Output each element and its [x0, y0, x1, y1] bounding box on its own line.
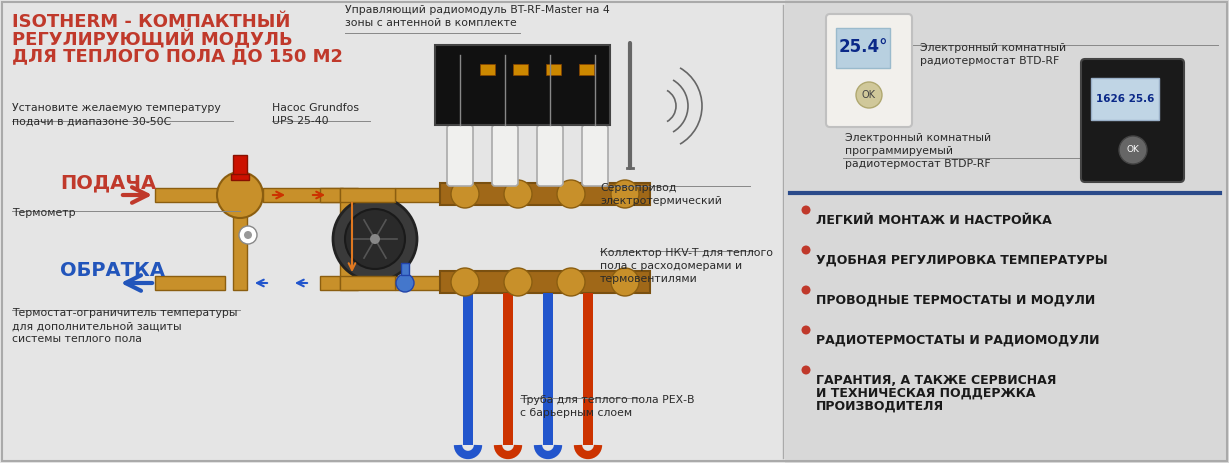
Bar [231, 174, 249, 180]
FancyBboxPatch shape [826, 14, 912, 127]
Text: OK: OK [862, 90, 876, 100]
Text: ГАРАНТИЯ, А ТАКЖЕ СЕРВИСНАЯ: ГАРАНТИЯ, А ТАКЖЕ СЕРВИСНАЯ [816, 374, 1057, 387]
FancyBboxPatch shape [1082, 59, 1184, 182]
Text: Сервопривод
электротермический: Сервопривод электротермический [600, 183, 721, 206]
Text: УДОБНАЯ РЕГУЛИРОВКА ТЕМПЕРАТУРЫ: УДОБНАЯ РЕГУЛИРОВКА ТЕМПЕРАТУРЫ [816, 254, 1107, 267]
Text: Термометр: Термометр [12, 208, 76, 218]
Text: РЕГУЛИРУЮЩИЙ МОДУЛЬ: РЕГУЛИРУЮЩИЙ МОДУЛЬ [12, 30, 293, 49]
Circle shape [557, 268, 585, 296]
Circle shape [396, 274, 414, 292]
Circle shape [611, 180, 639, 208]
Circle shape [801, 365, 810, 375]
Bar [340, 188, 358, 290]
Text: ДЛЯ ТЕПЛОГО ПОЛА ДО 150 М2: ДЛЯ ТЕПЛОГО ПОЛА ДО 150 М2 [12, 47, 343, 65]
Circle shape [611, 268, 639, 296]
Circle shape [370, 234, 380, 244]
Text: ПОДАЧА: ПОДАЧА [60, 174, 156, 193]
Text: Электронный комнатный
программируемый
радиотермостат BTDP-RF: Электронный комнатный программируемый ра… [846, 133, 991, 169]
Circle shape [218, 172, 263, 218]
Bar [320, 276, 340, 290]
Bar [836, 28, 890, 68]
Bar [1091, 78, 1159, 120]
Bar [579, 64, 594, 75]
Text: Труба для теплого пола РЕХ-В
с барьерным слоем: Труба для теплого пола РЕХ-В с барьерным… [520, 395, 694, 418]
Bar [320, 188, 340, 202]
Bar [463, 293, 473, 445]
Bar [401, 263, 409, 275]
Text: Коллектор НКV-Т для теплого
пола с расходомерами и
термовентилями: Коллектор НКV-Т для теплого пола с расхо… [600, 248, 773, 284]
Circle shape [801, 325, 810, 334]
FancyBboxPatch shape [492, 125, 517, 186]
Bar [340, 188, 395, 202]
Circle shape [238, 226, 257, 244]
Bar [340, 276, 395, 290]
Circle shape [504, 180, 532, 208]
Bar [503, 293, 512, 445]
Text: Управляющий радиомодуль BT-RF-Master на 4
зоны с антенной в комплекте: Управляющий радиомодуль BT-RF-Master на … [345, 5, 610, 28]
Bar [543, 293, 553, 445]
Text: 25.4°: 25.4° [838, 38, 887, 56]
Text: РАДИОТЕРМОСТАТЫ И РАДИОМОДУЛИ: РАДИОТЕРМОСТАТЫ И РАДИОМОДУЛИ [816, 334, 1100, 347]
Bar [440, 271, 650, 293]
Circle shape [1118, 136, 1147, 164]
Bar [785, 0, 1229, 463]
Text: ЛЕГКИЙ МОНТАЖ И НАСТРОЙКА: ЛЕГКИЙ МОНТАЖ И НАСТРОЙКА [816, 214, 1052, 227]
Bar [440, 183, 650, 205]
Bar [435, 45, 610, 125]
Text: Установите желаемую температуру
подачи в диапазоне 30-50С: Установите желаемую температуру подачи в… [12, 103, 221, 126]
Bar [234, 195, 247, 290]
Circle shape [451, 180, 479, 208]
FancyBboxPatch shape [537, 125, 563, 186]
Bar [234, 155, 247, 177]
Circle shape [333, 197, 417, 281]
Bar [263, 188, 343, 202]
Text: И ТЕХНИЧЕСКАЯ ПОДДЕРЖКА: И ТЕХНИЧЕСКАЯ ПОДДЕРЖКА [816, 387, 1036, 400]
Circle shape [557, 180, 585, 208]
Circle shape [345, 209, 406, 269]
Circle shape [504, 268, 532, 296]
Bar [155, 276, 225, 290]
Text: Термостат-ограничитель температуры
для дополнительной защиты
системы теплого пол: Термостат-ограничитель температуры для д… [12, 308, 237, 344]
Text: ОБРАТКА: ОБРАТКА [60, 262, 165, 281]
Bar [583, 293, 594, 445]
Bar [512, 64, 528, 75]
Text: ПРОВОДНЫЕ ТЕРМОСТАТЫ И МОДУЛИ: ПРОВОДНЫЕ ТЕРМОСТАТЫ И МОДУЛИ [816, 294, 1095, 307]
Bar [395, 188, 440, 202]
Text: 1626 25.6: 1626 25.6 [1096, 94, 1154, 104]
FancyBboxPatch shape [583, 125, 608, 186]
FancyBboxPatch shape [447, 125, 473, 186]
Text: ПРОИЗВОДИТЕЛЯ: ПРОИЗВОДИТЕЛЯ [816, 400, 944, 413]
Circle shape [801, 245, 810, 255]
Text: ISOTHERM - КОМПАКТНЫЙ: ISOTHERM - КОМПАКТНЫЙ [12, 13, 290, 31]
Circle shape [245, 231, 252, 239]
Bar [481, 64, 495, 75]
Bar [395, 276, 440, 290]
Text: OK: OK [1127, 145, 1139, 155]
Bar [155, 188, 225, 202]
Circle shape [801, 206, 810, 214]
Text: Электронный комнатный
радиотермостат BTD-RF: Электронный комнатный радиотермостат BTD… [921, 43, 1066, 66]
Bar [546, 64, 560, 75]
Bar [0, 0, 785, 463]
Circle shape [451, 268, 479, 296]
Text: Насос Grundfos
UPS 25-40: Насос Grundfos UPS 25-40 [272, 103, 359, 126]
Circle shape [857, 82, 882, 108]
Circle shape [801, 286, 810, 294]
